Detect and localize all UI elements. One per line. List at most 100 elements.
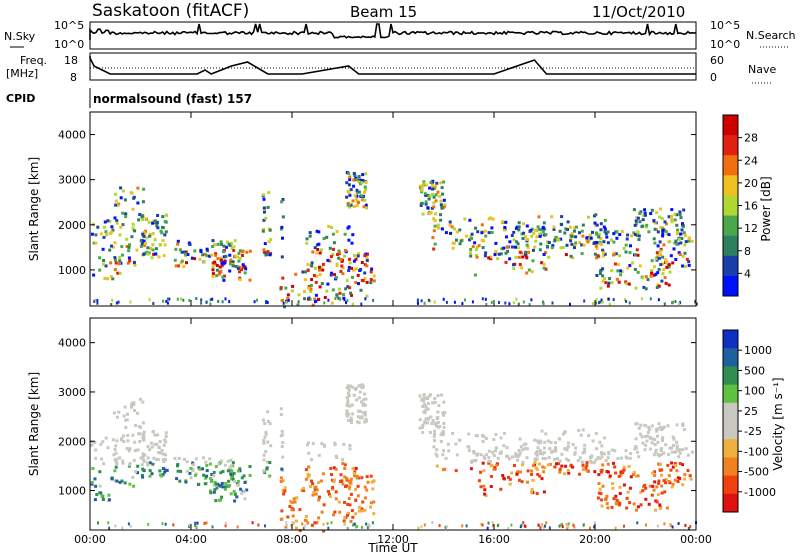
heatmap-cell <box>469 248 473 251</box>
heatmap-cell <box>101 247 105 251</box>
heatmap-cell <box>269 444 273 448</box>
heatmap-cell <box>150 256 154 260</box>
heatmap-cell <box>681 423 685 427</box>
heatmap-cell <box>638 264 642 268</box>
heatmap-cell <box>325 289 329 293</box>
heatmap-cell <box>353 470 357 474</box>
heatmap-cell <box>615 236 619 240</box>
heatmap-cell <box>422 182 426 186</box>
heatmap-cell <box>283 486 287 490</box>
heatmap-cell <box>615 502 619 506</box>
heatmap-cell <box>596 456 600 459</box>
velocity-heatmap-cells <box>90 383 697 533</box>
heatmap-cell <box>645 523 647 527</box>
y-tick-label: 1000 <box>58 264 86 277</box>
heatmap-cell <box>348 485 352 489</box>
heatmap-cell <box>683 251 687 255</box>
heatmap-cell <box>421 430 425 434</box>
heatmap-cell <box>180 250 184 254</box>
heatmap-cell <box>661 427 665 431</box>
heatmap-cell <box>593 221 597 225</box>
heatmap-cell <box>323 444 326 448</box>
heatmap-cell <box>677 449 681 453</box>
heatmap-cell <box>670 461 674 465</box>
heatmap-cell <box>161 457 165 461</box>
heatmap-cell <box>649 274 653 278</box>
heatmap-cell <box>224 521 227 525</box>
heatmap-cell <box>659 449 663 453</box>
heatmap-cell <box>219 256 223 260</box>
heatmap-cell <box>148 474 152 478</box>
heatmap-cell <box>279 480 283 483</box>
heatmap-cell <box>280 467 284 471</box>
heatmap-cell <box>481 523 484 527</box>
heatmap-cell <box>662 243 666 247</box>
heatmap-cell <box>433 242 437 246</box>
heatmap-cell <box>458 242 462 246</box>
heatmap-cell <box>365 280 369 284</box>
heatmap-cell <box>328 494 332 498</box>
heatmap-cell <box>544 233 548 236</box>
heatmap-cell <box>296 303 300 307</box>
heatmap-cell <box>668 270 672 274</box>
heatmap-cell <box>675 440 679 444</box>
heatmap-cell <box>424 200 428 204</box>
heatmap-cell <box>574 235 578 239</box>
heatmap-cell <box>343 463 347 467</box>
x-tick-label: 00:00 <box>680 533 712 546</box>
heatmap-cell <box>556 457 559 461</box>
heatmap-cell <box>596 254 600 258</box>
heatmap-cell <box>205 464 209 467</box>
heatmap-cell <box>121 223 125 227</box>
heatmap-cell <box>655 251 659 255</box>
heatmap-cell <box>673 218 677 222</box>
heatmap-cell <box>536 225 540 229</box>
heatmap-cell <box>508 302 511 306</box>
cpid-label: CPID <box>6 92 35 105</box>
heatmap-cell <box>538 452 542 455</box>
heatmap-cell <box>261 229 265 233</box>
heatmap-cell <box>628 301 631 305</box>
heatmap-cell <box>683 473 687 477</box>
heatmap-cell <box>346 299 349 303</box>
heatmap-cell <box>284 525 288 529</box>
heatmap-cell <box>104 436 108 440</box>
heatmap-cell <box>461 302 464 305</box>
heatmap-cell <box>164 458 167 462</box>
heatmap-cell <box>301 270 305 274</box>
heatmap-cell <box>238 278 242 282</box>
heatmap-cell <box>149 246 153 250</box>
heatmap-cell <box>673 212 677 216</box>
heatmap-cell <box>634 474 638 478</box>
heatmap-cell <box>686 453 690 457</box>
heatmap-cell <box>205 469 209 473</box>
heatmap-cell <box>136 186 140 190</box>
heatmap-cell <box>262 418 265 422</box>
heatmap-cell <box>108 231 112 235</box>
heatmap-cell <box>597 473 601 477</box>
heatmap-cell <box>662 425 666 429</box>
heatmap-cell <box>360 194 364 198</box>
heatmap-cell <box>224 524 227 528</box>
heatmap-cell <box>678 476 682 480</box>
heatmap-cell <box>664 222 668 226</box>
heatmap-cell <box>650 269 654 272</box>
heatmap-cell <box>370 267 374 271</box>
heatmap-cell <box>426 193 430 197</box>
heatmap-cell <box>465 524 468 528</box>
heatmap-cell <box>107 493 111 497</box>
heatmap-cell <box>653 221 657 225</box>
heatmap-cell <box>573 246 576 250</box>
heatmap-cell <box>573 450 577 454</box>
colorbar-tick-label: 28 <box>744 132 758 145</box>
heatmap-cell <box>681 463 685 467</box>
heatmap-cell <box>530 298 533 302</box>
heatmap-cell <box>432 247 436 251</box>
heatmap-cell <box>223 274 226 278</box>
heatmap-cell <box>637 455 641 459</box>
heatmap-cell <box>613 465 617 469</box>
heatmap-cell <box>417 526 420 530</box>
colorbar-segment <box>723 215 738 237</box>
heatmap-cell <box>585 461 589 465</box>
heatmap-cell <box>664 258 668 262</box>
